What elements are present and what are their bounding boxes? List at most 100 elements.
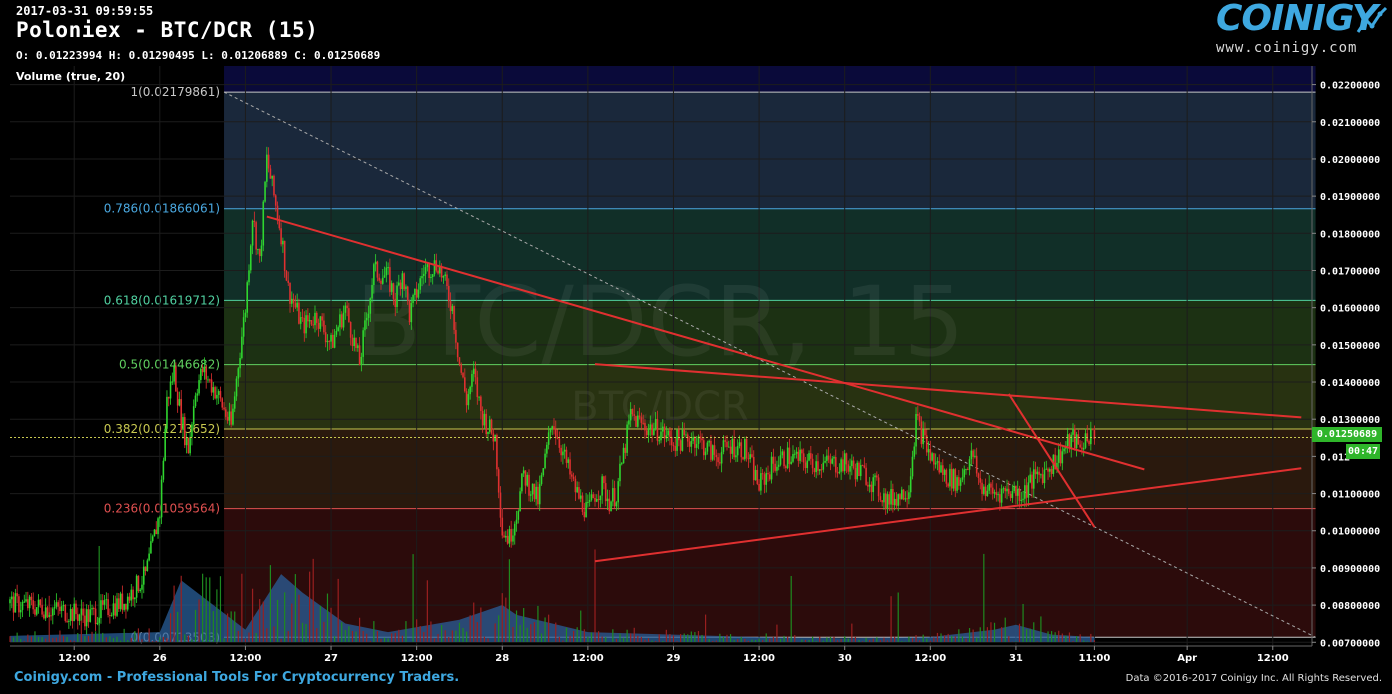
- candle-body: [590, 494, 593, 500]
- candle-body: [292, 298, 295, 304]
- candle-body: [312, 324, 315, 326]
- volume-bar: [98, 545, 100, 642]
- volume-bar: [23, 641, 25, 642]
- volume-indicator-label[interactable]: Volume (true, 20): [16, 70, 126, 83]
- volume-bar: [316, 628, 318, 642]
- coinigy-logo[interactable]: COINIGY www.coinigy.com: [1216, 0, 1388, 58]
- candle-body: [913, 446, 916, 457]
- candle-body: [69, 608, 72, 621]
- candle-body: [94, 608, 97, 625]
- candle-body: [480, 396, 482, 411]
- candle-body: [101, 600, 104, 605]
- candle-body: [790, 461, 792, 464]
- candle-body: [768, 474, 771, 480]
- x-tick-label: 12:00: [401, 653, 433, 664]
- volume-bar: [876, 637, 878, 642]
- candle-body: [333, 334, 336, 348]
- volume-bar: [605, 637, 607, 642]
- candle-body: [795, 451, 798, 454]
- volume-bar: [765, 633, 767, 642]
- candle-body: [749, 454, 751, 460]
- candle-body: [253, 220, 256, 223]
- volume-bar: [665, 629, 667, 642]
- volume-bar: [141, 639, 143, 642]
- candle-body: [430, 276, 432, 278]
- volume-bar: [480, 607, 482, 642]
- volume-bar: [494, 623, 496, 642]
- volume-bar: [908, 636, 910, 642]
- volume-bar: [772, 636, 774, 642]
- volume-bar: [886, 640, 889, 642]
- candle-body: [660, 431, 662, 441]
- candle-body: [96, 622, 99, 625]
- volume-bar: [309, 571, 311, 642]
- candle-body: [390, 283, 393, 292]
- volume-bar: [922, 634, 924, 642]
- fib-level-label: 0.786(0.01866061): [104, 202, 220, 216]
- candle-body: [467, 394, 470, 406]
- x-tick-label: 30: [838, 653, 852, 664]
- candle-body: [576, 487, 578, 493]
- fib-diagonal-guide: [223, 91, 1316, 638]
- candle-body: [793, 453, 796, 455]
- candle-body: [578, 487, 580, 499]
- candle-body: [876, 475, 878, 478]
- candle-body: [257, 249, 259, 251]
- candle-body: [212, 387, 215, 393]
- candle-body: [808, 453, 810, 461]
- candle-body: [942, 465, 944, 475]
- candle-body: [510, 529, 512, 542]
- candle-body: [499, 492, 502, 518]
- candle-body: [888, 494, 891, 505]
- candle-body: [631, 408, 634, 415]
- fib-zone: [224, 92, 1316, 209]
- candle-body: [367, 313, 370, 318]
- candle-body: [464, 377, 466, 392]
- candle-body: [371, 285, 373, 299]
- y-tick-label: 0.01600000: [1320, 304, 1380, 315]
- candle-body: [1015, 485, 1017, 496]
- candle-body: [1075, 434, 1078, 449]
- x-tick-label: 26: [153, 653, 167, 664]
- volume-bar: [958, 629, 960, 642]
- candle-body: [244, 312, 247, 318]
- candle-body: [60, 606, 63, 612]
- volume-bar: [968, 628, 971, 642]
- candle-body: [353, 337, 356, 347]
- volume-bar: [441, 625, 443, 642]
- volume-bar: [776, 624, 778, 642]
- y-tick-label: 0.01700000: [1320, 266, 1380, 277]
- candle-body: [810, 453, 812, 459]
- candle-body: [822, 462, 825, 470]
- volume-bar: [594, 549, 596, 642]
- volume-bar: [216, 589, 218, 642]
- candle-body: [451, 306, 454, 312]
- candle-body: [148, 553, 150, 561]
- volume-bar: [879, 640, 881, 642]
- candle-body: [1068, 434, 1071, 449]
- candle-body: [849, 466, 851, 472]
- candle-body: [644, 422, 646, 431]
- candle-body: [506, 535, 509, 544]
- candle-body: [777, 464, 780, 467]
- candle-body: [1072, 428, 1074, 435]
- candle-body: [232, 408, 234, 425]
- footer-tagline[interactable]: Coinigy.com - Professional Tools For Cry…: [14, 670, 460, 685]
- volume-bar: [259, 599, 261, 642]
- candle-body: [365, 317, 368, 321]
- candle-body: [1020, 499, 1023, 501]
- x-tick-label: 28: [495, 653, 509, 664]
- candle-body: [642, 422, 644, 424]
- volume-bar: [291, 603, 293, 642]
- candle-body: [934, 462, 937, 465]
- volume-area: [10, 574, 1095, 642]
- candle-body: [139, 589, 141, 592]
- candle-body: [146, 560, 149, 572]
- footer-copyright: Data ©2016-2017 Coinigy Inc. All Rights …: [1125, 673, 1382, 684]
- candle-body: [59, 606, 61, 612]
- candle-body: [595, 499, 598, 502]
- volume-bar: [444, 630, 446, 642]
- candle-body: [41, 605, 43, 615]
- candle-body: [358, 345, 361, 366]
